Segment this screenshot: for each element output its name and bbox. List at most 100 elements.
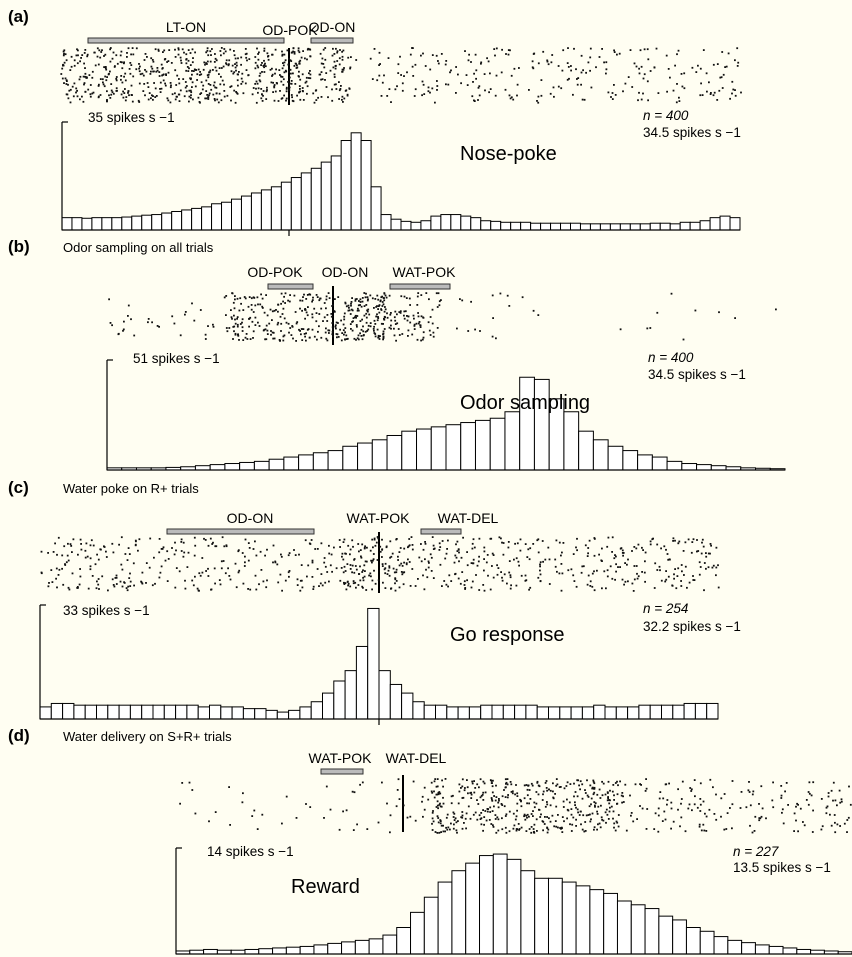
spike-dot bbox=[191, 789, 194, 791]
spike-dot bbox=[142, 74, 145, 77]
spike-dot bbox=[508, 305, 511, 307]
spike-dot bbox=[549, 789, 552, 792]
spike-dot bbox=[211, 543, 214, 545]
spike-dot bbox=[353, 791, 356, 794]
spike-dot bbox=[76, 89, 78, 92]
spike-dot bbox=[677, 567, 680, 570]
spike-dot bbox=[432, 810, 434, 812]
spike-dot bbox=[466, 564, 469, 567]
histogram-bar bbox=[592, 439, 609, 471]
spike-dot bbox=[210, 54, 212, 56]
spike-dot bbox=[309, 293, 312, 296]
spike-dot bbox=[258, 79, 261, 82]
spike-dot bbox=[715, 574, 717, 577]
spike-dot bbox=[836, 804, 838, 807]
spike-dot bbox=[784, 790, 786, 793]
spike-dot bbox=[204, 63, 206, 66]
spike-dot bbox=[241, 72, 244, 75]
spike-dot bbox=[832, 799, 834, 802]
spike-dot bbox=[579, 780, 582, 783]
spike-dot bbox=[51, 581, 54, 583]
spike-dot bbox=[168, 49, 171, 51]
spike-dot bbox=[573, 47, 575, 50]
spike-dot bbox=[342, 323, 345, 326]
spike-dot bbox=[239, 323, 242, 325]
spike-dot bbox=[336, 51, 339, 54]
spike-dot bbox=[494, 54, 496, 57]
spike-dot bbox=[630, 812, 633, 814]
spike-dot bbox=[61, 567, 63, 570]
spike-dot bbox=[515, 815, 518, 818]
spike-dot bbox=[417, 322, 420, 325]
spike-dot bbox=[158, 325, 160, 328]
spike-dot bbox=[281, 76, 284, 78]
spike-dot bbox=[170, 84, 172, 87]
spike-dot bbox=[467, 792, 469, 795]
spike-dot bbox=[220, 99, 223, 102]
spike-dot bbox=[528, 89, 530, 91]
spike-dot bbox=[673, 573, 675, 576]
spike-dot bbox=[593, 589, 596, 592]
spike-dot bbox=[272, 337, 275, 340]
spike-dot bbox=[458, 560, 460, 563]
spike-dot bbox=[384, 294, 387, 297]
spike-dot bbox=[432, 577, 435, 579]
spike-dot bbox=[439, 546, 442, 548]
spike-dot bbox=[374, 323, 377, 325]
spike-dot bbox=[158, 538, 161, 540]
spike-dot bbox=[506, 783, 509, 786]
spike-dot bbox=[435, 54, 438, 57]
spike-dot bbox=[510, 791, 513, 793]
spike-dot bbox=[298, 62, 301, 65]
spike-dot bbox=[422, 574, 424, 577]
spike-dot bbox=[382, 323, 384, 325]
spike-dot bbox=[538, 809, 541, 811]
spike-dot bbox=[450, 802, 453, 805]
spike-dot bbox=[601, 48, 603, 50]
spike-dot bbox=[248, 58, 251, 60]
spike-dot bbox=[464, 50, 466, 52]
histogram-bar bbox=[696, 464, 712, 471]
spike-dot bbox=[536, 830, 538, 832]
spike-dot bbox=[333, 310, 336, 312]
spike-dot bbox=[230, 99, 232, 102]
spike-dot bbox=[314, 89, 317, 92]
spike-dot bbox=[236, 64, 238, 67]
histogram bbox=[106, 376, 786, 471]
spike-dot bbox=[513, 558, 515, 561]
spike-dot bbox=[344, 552, 346, 555]
spike-dot bbox=[349, 313, 352, 315]
spike-dot bbox=[502, 542, 505, 544]
spike-dot bbox=[425, 292, 428, 294]
spike-dot bbox=[332, 304, 334, 307]
spike-dot bbox=[162, 546, 165, 549]
spike-dot bbox=[369, 325, 372, 328]
spike-dot bbox=[439, 792, 442, 795]
spike-dot bbox=[359, 549, 362, 551]
spike-dot bbox=[516, 795, 519, 797]
spike-dot bbox=[115, 574, 118, 577]
spike-dot bbox=[450, 822, 452, 825]
spike-dot bbox=[402, 583, 405, 586]
histogram-bar bbox=[299, 706, 312, 720]
spike-dot bbox=[112, 51, 115, 54]
spike-dot bbox=[500, 803, 503, 805]
spike-dot bbox=[255, 554, 258, 557]
spike-dot bbox=[298, 91, 301, 94]
spike-dot bbox=[455, 543, 457, 546]
spike-dot bbox=[802, 821, 804, 823]
spike-dot bbox=[442, 785, 444, 788]
spike-dot bbox=[616, 802, 619, 805]
spike-dot bbox=[430, 790, 433, 793]
spike-dot bbox=[152, 98, 154, 101]
spike-dot bbox=[566, 808, 569, 811]
spike-dot bbox=[494, 818, 497, 820]
spike-dot bbox=[401, 573, 404, 576]
spike-dot bbox=[401, 333, 404, 335]
spike-dot bbox=[211, 48, 213, 50]
spike-dot bbox=[588, 805, 591, 808]
spike-dot bbox=[354, 316, 356, 319]
spike-dot bbox=[442, 796, 444, 799]
spike-dot bbox=[389, 540, 392, 543]
spike-dot bbox=[309, 48, 312, 51]
